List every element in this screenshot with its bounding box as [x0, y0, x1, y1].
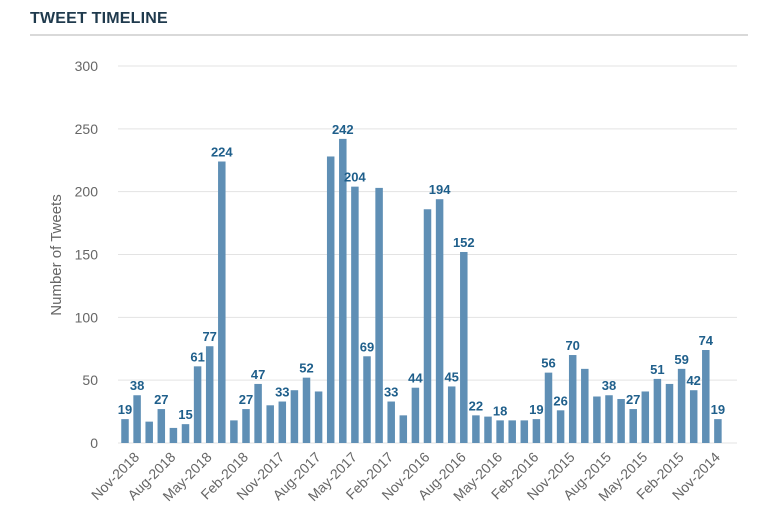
bar	[447, 386, 456, 443]
bar	[242, 409, 250, 443]
bar	[218, 161, 226, 444]
y-tick-label: 50	[82, 372, 98, 388]
data-label: 19	[118, 402, 132, 417]
bar	[496, 420, 504, 443]
bar	[520, 420, 529, 443]
bar	[641, 391, 650, 443]
data-label: 27	[239, 392, 253, 407]
bar	[399, 415, 408, 443]
data-label: 22	[469, 398, 483, 413]
data-label: 18	[493, 403, 507, 418]
data-label: 27	[626, 392, 640, 407]
bar	[326, 156, 335, 444]
data-label: 44	[408, 371, 423, 386]
data-label: 26	[553, 393, 567, 408]
bars	[121, 138, 722, 444]
bar	[460, 251, 468, 443]
data-label: 204	[344, 170, 366, 185]
data-label: 33	[384, 385, 398, 400]
bar	[157, 409, 166, 443]
data-label: 42	[686, 373, 700, 388]
data-label: 69	[360, 339, 374, 354]
bar	[689, 390, 698, 443]
chart-title: TWEET TIMELINE	[30, 10, 168, 27]
data-label: 38	[602, 378, 616, 393]
y-axis-ticks: 0 50 100 150 200 250 300	[75, 58, 99, 451]
bar	[423, 209, 432, 443]
data-label: 152	[453, 235, 475, 250]
bar	[556, 410, 565, 443]
bar	[363, 356, 371, 443]
bar	[121, 419, 129, 443]
data-label: 74	[699, 333, 714, 348]
bar	[205, 346, 214, 443]
bar	[351, 186, 359, 443]
bar	[278, 401, 287, 443]
bar	[605, 395, 613, 443]
data-label: 70	[565, 338, 579, 353]
bar	[375, 187, 383, 443]
bar	[411, 387, 420, 443]
bar	[193, 366, 202, 443]
bar	[145, 421, 153, 443]
data-label: 77	[202, 329, 216, 344]
bar	[617, 399, 625, 443]
bar	[581, 368, 589, 443]
data-label: 47	[251, 367, 265, 382]
data-label: 61	[190, 349, 204, 364]
x-axis-ticks: Nov-2018Aug-2018May-2018Feb-2018Nov-2017…	[88, 449, 723, 504]
bar	[387, 401, 395, 443]
bar	[339, 138, 347, 444]
bar	[133, 395, 141, 443]
bar	[302, 377, 311, 443]
data-label: 242	[332, 122, 354, 137]
bar	[435, 199, 444, 443]
bar	[290, 390, 299, 443]
data-label: 52	[299, 361, 313, 376]
bar	[677, 368, 686, 443]
data-label: 45	[444, 369, 458, 384]
data-label: 59	[674, 352, 688, 367]
bar	[665, 383, 674, 443]
data-label: 19	[711, 402, 725, 417]
data-labels: 19 38 27 15 61 77 224 27 47 33 52 242 204 69 33 44 194 45…	[118, 122, 725, 422]
bar	[254, 383, 262, 443]
bar	[484, 416, 492, 443]
y-axis-label: Number of Tweets	[48, 194, 65, 315]
data-label: 38	[130, 378, 144, 393]
data-label: 51	[650, 362, 664, 377]
bar	[230, 420, 238, 443]
bar	[266, 405, 274, 443]
bar	[544, 372, 553, 443]
bar	[169, 427, 178, 443]
data-label: 27	[154, 392, 168, 407]
bar	[508, 420, 516, 443]
bar	[181, 424, 190, 443]
data-label: 194	[429, 182, 451, 197]
bar	[593, 396, 601, 443]
y-tick-label: 100	[75, 309, 99, 325]
y-tick-label: 300	[75, 58, 99, 74]
bar	[472, 415, 480, 443]
y-tick-label: 150	[75, 247, 99, 263]
y-tick-label: 0	[90, 435, 98, 451]
bar	[714, 419, 722, 443]
data-label: 33	[275, 385, 289, 400]
data-label: 19	[529, 402, 543, 417]
y-tick-label: 200	[75, 184, 99, 200]
bar	[702, 350, 710, 443]
data-label: 15	[178, 407, 192, 422]
bar	[653, 378, 662, 443]
y-tick-label: 250	[75, 121, 99, 137]
bar	[314, 391, 323, 443]
data-label: 224	[211, 145, 233, 160]
bar	[532, 419, 541, 443]
chart-header: TWEET TIMELINE	[30, 8, 748, 36]
bar	[629, 409, 637, 443]
bar	[568, 355, 577, 443]
data-label: 56	[541, 356, 555, 371]
